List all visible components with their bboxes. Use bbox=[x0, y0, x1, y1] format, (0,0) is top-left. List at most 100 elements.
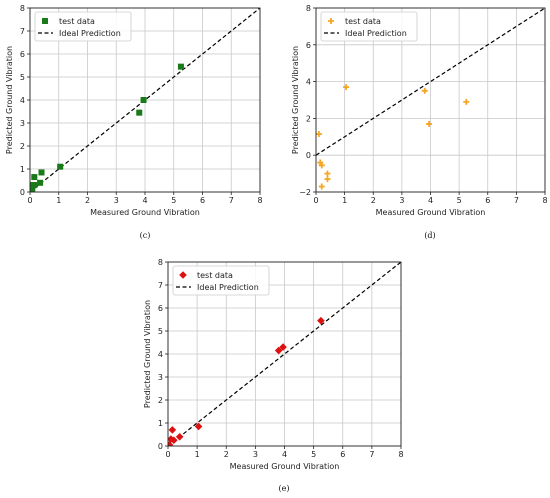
y-tick-label: 1 bbox=[20, 165, 25, 174]
panel-caption: (e) bbox=[279, 484, 290, 493]
data-point bbox=[318, 183, 325, 190]
data-point bbox=[343, 84, 350, 91]
x-tick-label: 6 bbox=[200, 196, 205, 205]
ideal-prediction-line bbox=[168, 262, 401, 446]
y-tick-label: 6 bbox=[306, 41, 311, 50]
x-tick-label: 2 bbox=[371, 196, 376, 205]
y-tick-label: 1 bbox=[158, 419, 163, 428]
x-tick-label: 0 bbox=[313, 196, 318, 205]
y-tick-label: 7 bbox=[158, 281, 163, 290]
data-point bbox=[274, 346, 283, 355]
y-tick-label: 3 bbox=[158, 373, 163, 382]
y-tick-label: 5 bbox=[158, 327, 163, 336]
data-point bbox=[37, 179, 44, 186]
x-tick-label: 3 bbox=[114, 196, 119, 205]
panel-caption: (d) bbox=[424, 231, 435, 240]
x-tick-label: 6 bbox=[340, 450, 345, 459]
x-tick-label: 2 bbox=[85, 196, 90, 205]
data-point bbox=[170, 436, 178, 445]
y-tick-label: −2 bbox=[299, 188, 311, 197]
panel-c: 0 1 2 3 4 5 6 7 8 0 1 2 3 4 5 6 7 8 Measured Ground Vibrat… bbox=[5, 4, 263, 217]
x-tick-label: 5 bbox=[311, 450, 316, 459]
y-tick-label: 7 bbox=[20, 27, 25, 36]
data-point bbox=[318, 162, 325, 169]
data-point bbox=[317, 316, 325, 325]
y-tick-label: 2 bbox=[20, 142, 25, 151]
legend-marker bbox=[328, 18, 334, 24]
y-tick-label: 8 bbox=[306, 4, 311, 13]
legend: test data Ideal Prediction bbox=[34, 11, 132, 42]
legend-label-test-data: test data bbox=[197, 271, 233, 280]
data-point bbox=[324, 170, 331, 177]
data-point bbox=[324, 176, 331, 183]
data-point bbox=[194, 422, 203, 431]
panel-e: 0 1 2 3 4 5 6 7 8 0 1 2 3 4 5 6 7 8 Measured Ground Vibrat… bbox=[143, 258, 404, 471]
data-point bbox=[31, 174, 38, 181]
panel-caption: (c) bbox=[140, 231, 151, 240]
x-tick-label: 8 bbox=[257, 196, 262, 205]
x-tick-label: 1 bbox=[342, 196, 347, 205]
x-tick-label: 7 bbox=[514, 196, 519, 205]
y-axis-label: Predicted Ground Vibration bbox=[5, 46, 14, 154]
legend: test data Ideal Prediction bbox=[320, 11, 418, 42]
data-point bbox=[140, 97, 147, 103]
legend-label-ideal-prediction: Ideal Prediction bbox=[345, 29, 407, 38]
legend-marker bbox=[42, 18, 48, 24]
data-point bbox=[168, 426, 177, 434]
plot-content bbox=[30, 8, 260, 192]
y-tick-label: 6 bbox=[158, 304, 163, 313]
x-tick-label: 1 bbox=[195, 450, 200, 459]
y-axis-label: Predicted Ground Vibration bbox=[291, 46, 300, 154]
y-tick-label: 6 bbox=[20, 50, 25, 59]
data-point bbox=[31, 182, 38, 189]
x-tick-label: 6 bbox=[485, 196, 490, 205]
y-tick-label: 0 bbox=[20, 188, 25, 197]
legend: test data Ideal Prediction bbox=[172, 265, 270, 296]
x-tick-label: 4 bbox=[282, 450, 287, 459]
data-point bbox=[421, 87, 428, 94]
x-tick-label: 3 bbox=[399, 196, 404, 205]
y-tick-label: 0 bbox=[306, 151, 311, 160]
data-point bbox=[38, 169, 45, 176]
y-tick-label: 0 bbox=[158, 442, 163, 451]
x-axis-label: Measured Ground Vibration bbox=[90, 208, 200, 217]
y-tick-label: 4 bbox=[306, 78, 311, 87]
legend-label-ideal-prediction: Ideal Prediction bbox=[59, 29, 121, 38]
x-tick-label: 8 bbox=[542, 196, 547, 205]
axes-frame bbox=[167, 261, 402, 447]
legend-label-test-data: test data bbox=[345, 17, 381, 26]
data-point bbox=[175, 433, 184, 441]
plot-content bbox=[316, 8, 545, 190]
data-point bbox=[177, 63, 184, 70]
data-point bbox=[57, 163, 64, 170]
legend-marker bbox=[179, 271, 187, 279]
y-tick-label: 2 bbox=[158, 396, 163, 405]
x-tick-label: 5 bbox=[457, 196, 462, 205]
data-point bbox=[30, 185, 36, 192]
x-tick-label: 3 bbox=[253, 450, 258, 459]
x-tick-label: 0 bbox=[165, 450, 170, 459]
x-tick-label: 7 bbox=[229, 196, 234, 205]
y-tick-label: 5 bbox=[20, 73, 25, 82]
data-point bbox=[463, 98, 470, 105]
y-tick-label: 2 bbox=[306, 114, 311, 123]
ideal-prediction-line bbox=[30, 8, 260, 192]
data-point bbox=[168, 441, 174, 446]
data-point bbox=[279, 343, 287, 351]
x-tick-label: 1 bbox=[56, 196, 61, 205]
x-tick-label: 5 bbox=[171, 196, 176, 205]
y-axis-label: Predicted Ground Vibration bbox=[143, 300, 152, 408]
x-tick-label: 4 bbox=[142, 196, 147, 205]
data-point bbox=[136, 109, 143, 116]
data-point bbox=[316, 131, 322, 138]
axes-frame bbox=[315, 7, 546, 193]
y-tick-label: 4 bbox=[20, 96, 25, 105]
legend-box bbox=[172, 265, 270, 296]
legend-label-ideal-prediction: Ideal Prediction bbox=[197, 283, 259, 292]
x-axis-label: Measured Ground Vibration bbox=[230, 462, 340, 471]
x-tick-label: 8 bbox=[398, 450, 403, 459]
x-axis-label: Measured Ground Vibration bbox=[376, 208, 486, 217]
y-tick-label: 8 bbox=[158, 258, 163, 267]
